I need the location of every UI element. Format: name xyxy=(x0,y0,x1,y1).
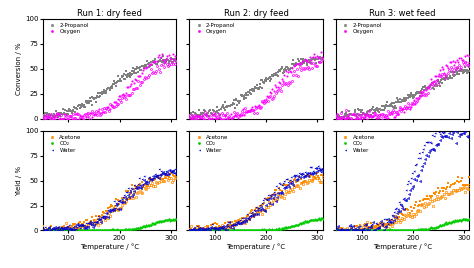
Title: Run 2: dry feed: Run 2: dry feed xyxy=(224,9,288,18)
X-axis label: Temperature / °C: Temperature / °C xyxy=(373,243,432,250)
Title: Run 3: wet feed: Run 3: wet feed xyxy=(369,9,436,18)
X-axis label: Temperature / °C: Temperature / °C xyxy=(227,243,285,250)
Legend: Acetone, CO₂, Water: Acetone, CO₂, Water xyxy=(339,133,376,154)
Y-axis label: Conversion / %: Conversion / % xyxy=(16,42,22,95)
Legend: 2-Propanol, Oxygen: 2-Propanol, Oxygen xyxy=(46,21,90,35)
Legend: Acetone, CO₂, Water: Acetone, CO₂, Water xyxy=(46,133,83,154)
Legend: 2-Propanol, Oxygen: 2-Propanol, Oxygen xyxy=(339,21,383,35)
Y-axis label: Yield / %: Yield / % xyxy=(16,165,22,196)
Legend: Acetone, CO₂, Water: Acetone, CO₂, Water xyxy=(192,133,229,154)
Legend: 2-Propanol, Oxygen: 2-Propanol, Oxygen xyxy=(192,21,237,35)
X-axis label: Temperature / °C: Temperature / °C xyxy=(80,243,139,250)
Title: Run 1: dry feed: Run 1: dry feed xyxy=(77,9,142,18)
